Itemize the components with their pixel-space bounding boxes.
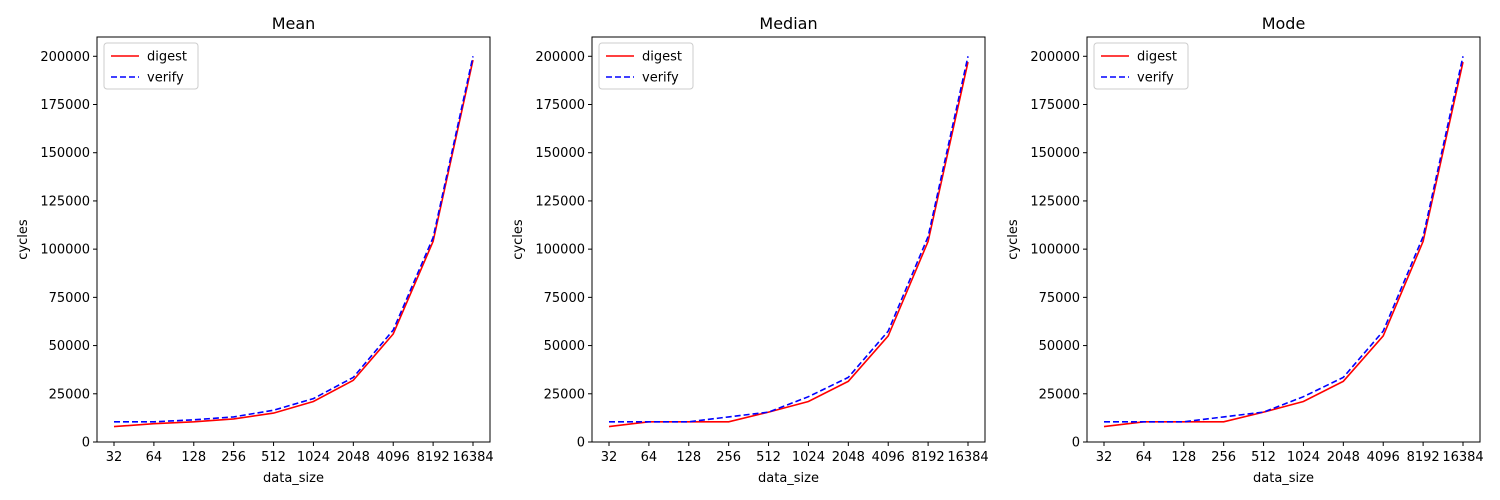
x-tick-label: 128 — [1171, 450, 1196, 465]
legend: digest verify — [1093, 42, 1189, 90]
x-tick-label: 128 — [676, 450, 701, 465]
y-tick-label: 200000 — [40, 50, 90, 65]
y-tick-label: 100000 — [40, 243, 90, 258]
y-tick-label: 0 — [82, 436, 90, 451]
series-line-digest — [1103, 61, 1464, 428]
y-axis-label: cycles — [511, 219, 526, 260]
y-tick-label: 200000 — [535, 50, 585, 65]
subplot-title: Median — [759, 14, 817, 33]
y-tick-label: 175000 — [535, 98, 585, 113]
legend: digest verify — [598, 42, 694, 90]
y-tick-label: 25000 — [1039, 387, 1080, 402]
y-tick-label: 50000 — [544, 339, 585, 354]
x-tick-label: 16384 — [1442, 450, 1483, 465]
x-tick-label: 128 — [181, 450, 206, 465]
y-tick-label: 25000 — [49, 387, 90, 402]
x-tick-label: 2048 — [832, 450, 865, 465]
y-tick-label: 75000 — [49, 291, 90, 306]
x-tick-label: 32 — [1096, 450, 1113, 465]
x-tick-label: 1024 — [1287, 450, 1320, 465]
y-tick-label: 175000 — [1030, 98, 1080, 113]
y-tick-label: 150000 — [1030, 146, 1080, 161]
subplot-1: Median 32 64 128 256 512 1024 2048 4096 8192 16384… — [511, 14, 989, 486]
x-tick-label: 2048 — [337, 450, 370, 465]
x-tick-label: 32 — [106, 450, 123, 465]
series-line-digest — [608, 61, 969, 428]
x-tick-label: 4096 — [377, 450, 410, 465]
x-tick-label: 4096 — [1367, 450, 1400, 465]
x-tick-label: 2048 — [1327, 450, 1360, 465]
x-tick-label: 4096 — [872, 450, 905, 465]
series-line-digest — [113, 59, 474, 428]
x-tick-label: 8192 — [1407, 450, 1440, 465]
y-tick-label: 125000 — [535, 194, 585, 209]
axes-frame — [1086, 36, 1481, 443]
series-line-verify — [609, 56, 969, 423]
x-axis-label: data_size — [1253, 471, 1314, 486]
legend-label-digest: digest — [1137, 50, 1177, 65]
y-tick-label: 100000 — [1030, 243, 1080, 258]
y-tick-label: 25000 — [544, 387, 585, 402]
y-tick-label: 100000 — [535, 243, 585, 258]
y-axis-label: cycles — [16, 219, 31, 260]
y-tick-label: 200000 — [1030, 50, 1080, 65]
x-axis-label: data_size — [263, 471, 324, 486]
x-tick-label: 16384 — [452, 450, 493, 465]
x-tick-label: 8192 — [417, 450, 450, 465]
series-line-verify — [114, 56, 474, 423]
subplot-0: Mean 32 64 128 256 512 1024 2048 4096 8192 16384 0 2… — [16, 14, 494, 486]
x-tick-label: 1024 — [792, 450, 825, 465]
x-axis-label: data_size — [758, 471, 819, 486]
legend-box — [103, 42, 199, 90]
legend-label-digest: digest — [147, 50, 187, 65]
legend-box — [1093, 42, 1189, 90]
legend-label-verify: verify — [1137, 71, 1174, 86]
y-tick-label: 0 — [577, 436, 585, 451]
y-tick-label: 50000 — [1039, 339, 1080, 354]
legend-label-verify: verify — [147, 71, 184, 86]
x-tick-label: 256 — [1211, 450, 1236, 465]
y-tick-label: 175000 — [40, 98, 90, 113]
y-tick-label: 75000 — [544, 291, 585, 306]
subplot-2: Mode 32 64 128 256 512 1024 2048 4096 8192 16384 0 2… — [1006, 14, 1484, 486]
x-tick-label: 512 — [756, 450, 781, 465]
legend-label-verify: verify — [642, 71, 679, 86]
x-tick-label: 16384 — [947, 450, 988, 465]
subplot-title: Mean — [272, 14, 316, 33]
y-tick-label: 150000 — [40, 146, 90, 161]
series-line-verify — [1104, 56, 1464, 423]
x-tick-label: 8192 — [912, 450, 945, 465]
x-tick-label: 64 — [146, 450, 163, 465]
x-tick-label: 1024 — [297, 450, 330, 465]
legend-box — [598, 42, 694, 90]
y-tick-label: 75000 — [1039, 291, 1080, 306]
legend: digest verify — [103, 42, 199, 90]
y-tick-label: 125000 — [40, 194, 90, 209]
y-tick-label: 0 — [1072, 436, 1080, 451]
axes-frame — [591, 36, 986, 443]
y-tick-label: 150000 — [535, 146, 585, 161]
x-tick-label: 32 — [601, 450, 618, 465]
y-tick-label: 50000 — [49, 339, 90, 354]
subplot-title: Mode — [1262, 14, 1306, 33]
x-tick-label: 256 — [716, 450, 741, 465]
x-tick-label: 64 — [1136, 450, 1153, 465]
y-tick-label: 125000 — [1030, 194, 1080, 209]
x-tick-label: 512 — [261, 450, 286, 465]
legend-label-digest: digest — [642, 50, 682, 65]
x-tick-label: 512 — [1251, 450, 1276, 465]
x-tick-label: 64 — [641, 450, 658, 465]
y-axis-label: cycles — [1006, 219, 1021, 260]
x-tick-label: 256 — [221, 450, 246, 465]
axes-frame — [96, 36, 491, 443]
